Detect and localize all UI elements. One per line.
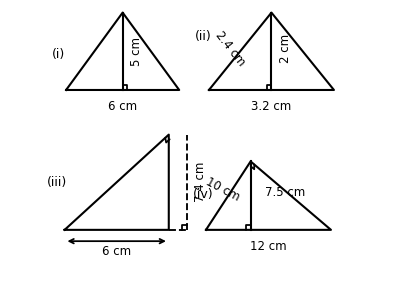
Text: 6 cm: 6 cm (108, 100, 137, 113)
Text: 7.4 cm: 7.4 cm (193, 162, 206, 202)
Text: 2 cm: 2 cm (279, 34, 292, 63)
Text: 12 cm: 12 cm (249, 240, 286, 253)
Text: 6 cm: 6 cm (102, 245, 131, 258)
Text: 3.2 cm: 3.2 cm (251, 100, 291, 113)
Text: (i): (i) (52, 48, 65, 61)
Text: 10 cm: 10 cm (202, 176, 241, 204)
Text: 7.5 cm: 7.5 cm (265, 186, 305, 199)
Text: 5 cm: 5 cm (129, 37, 142, 66)
Text: (iv): (iv) (192, 188, 213, 201)
Text: 2.4 cm: 2.4 cm (212, 28, 247, 68)
Text: (ii): (ii) (194, 30, 211, 43)
Text: (iii): (iii) (47, 176, 67, 189)
